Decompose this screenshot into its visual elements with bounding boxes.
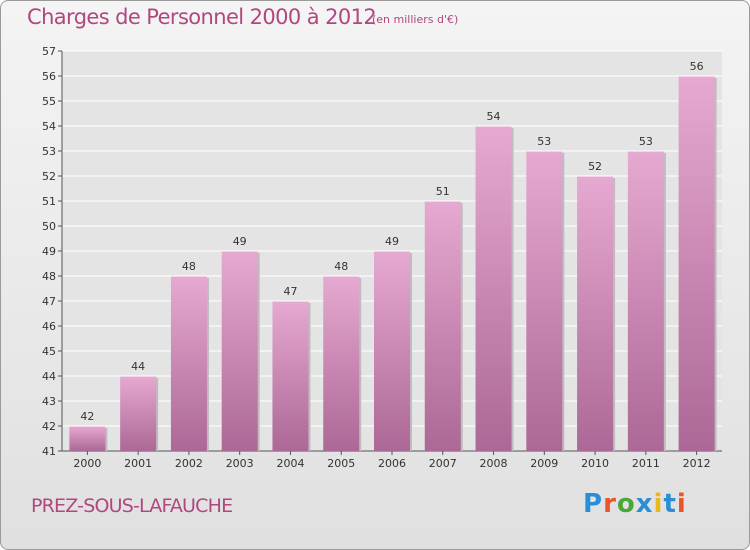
x-tick-label: 2008 [480,457,508,470]
y-tick-label: 53 [42,145,56,158]
data-label: 53 [639,135,653,148]
logo-letter: r [603,489,617,519]
bar [526,151,563,451]
place-name: PREZ-SOUS-LAFAUCHE [31,495,233,517]
data-label: 51 [436,185,450,198]
y-tick-label: 55 [42,95,56,108]
data-label: 44 [131,360,145,373]
data-label: 47 [283,285,297,298]
bar [374,251,410,451]
x-tick-label: 2009 [530,457,558,470]
y-tick-label: 54 [42,120,56,133]
y-tick-label: 50 [42,220,56,233]
y-tick-label: 48 [42,270,56,283]
y-tick-label: 52 [42,170,56,183]
y-tick-label: 57 [42,45,56,58]
x-tick-label: 2012 [683,457,711,470]
x-axis: 2000 2001 2002 2003 2004 2005 2006 2007 2008 2009… [62,450,722,470]
y-tick-label: 51 [42,195,56,208]
y-tick-label: 41 [42,445,56,458]
data-label: 52 [588,160,602,173]
logo-letter: i [653,489,664,519]
bar [577,176,614,451]
chart-title: Charges de Personnel 2000 à 2012 [27,5,377,29]
x-tick-label: 2007 [429,457,457,470]
data-label: 48 [182,260,196,273]
logo-letter: o [616,489,636,519]
x-tick-label: 2010 [581,457,609,470]
y-tick-label: 46 [42,320,56,333]
data-label: 54 [487,110,501,123]
y-axis: 41 42 43 44 45 46 47 48 49 50 51 52 53 54 55 56 57 [42,45,63,458]
bar [627,151,664,451]
y-tick-label: 56 [42,70,56,83]
x-tick-label: 2002 [175,457,203,470]
y-tick-label: 43 [42,395,56,408]
y-tick-label: 44 [42,370,56,383]
logo-letter: x [635,489,654,519]
bar [69,426,106,451]
bar [678,76,715,451]
data-label: 48 [334,260,348,273]
data-label: 42 [80,410,94,423]
data-labels: 42 44 48 49 47 48 49 51 54 53 52 53 56 [80,60,703,423]
bar [272,301,309,451]
bar [323,276,360,451]
bar [424,201,461,451]
y-tick-label: 47 [42,295,56,308]
x-tick-label: 2004 [276,457,304,470]
bar [170,276,207,451]
logo-letter: P [583,489,604,519]
bars [69,76,717,451]
data-label: 53 [537,135,551,148]
x-tick-label: 2000 [73,457,101,470]
data-label: 49 [385,235,399,248]
x-tick-label: 2005 [327,457,355,470]
x-tick-label: 2006 [378,457,406,470]
bar [120,376,157,451]
y-tick-label: 49 [42,245,56,258]
y-tick-label: 45 [42,345,56,358]
data-label: 56 [690,60,704,73]
x-tick-label: 2001 [124,457,152,470]
x-tick-label: 2011 [632,457,660,470]
logo-letter: t [663,489,677,519]
proxiti-logo: Proxiti [583,489,687,519]
bar [221,251,258,451]
data-label: 49 [233,235,247,248]
logo-letter: i [676,489,687,519]
x-tick-label: 2003 [226,457,254,470]
chart-subtitle: (en milliers d'€) [372,13,459,26]
bar [475,126,512,451]
y-tick-label: 42 [42,420,56,433]
